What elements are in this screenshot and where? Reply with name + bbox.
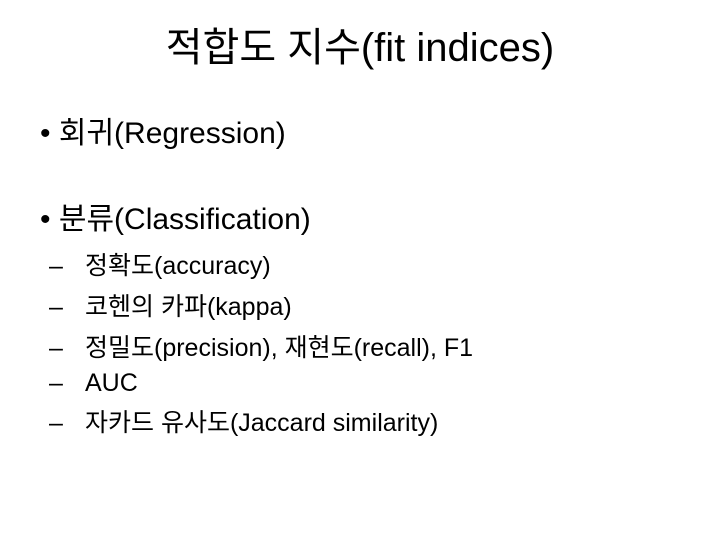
bullet-jaccard: –자카드 유사도(Jaccard similarity) [30,403,690,439]
dash-icon: – [67,409,85,438]
bullet-precision-recall-text: 정밀도(precision), 재현도(recall), F1 [85,334,473,362]
bullet-kappa-text: 코헨의 카파(kappa) [85,293,292,321]
dash-icon: – [67,293,85,322]
dash-icon: – [67,369,85,398]
bullet-auc: –AUC [30,369,690,398]
bullet-regression: • 회귀(Regression) [30,108,690,152]
slide-title: 적합도 지수(fit indices) [30,15,690,73]
bullet-accuracy-text: 정확도(accuracy) [85,252,271,280]
bullet-icon: • [40,203,59,237]
bullet-classification-text: 분류(Classification) [59,203,311,236]
bullet-kappa: –코헨의 카파(kappa) [30,287,690,323]
bullet-accuracy: –정확도(accuracy) [30,246,690,282]
bullet-jaccard-text: 자카드 유사도(Jaccard similarity) [85,409,438,437]
bullet-precision-recall: –정밀도(precision), 재현도(recall), F1 [30,328,690,364]
bullet-icon: • [40,117,59,151]
dash-icon: – [67,252,85,281]
bullet-auc-text: AUC [85,369,138,397]
bullet-regression-text: 회귀(Regression) [59,117,286,150]
bullet-classification: • 분류(Classification) [30,194,690,238]
slide: 적합도 지수(fit indices) • 회귀(Regression) • 분… [0,0,720,540]
dash-icon: – [67,334,85,363]
